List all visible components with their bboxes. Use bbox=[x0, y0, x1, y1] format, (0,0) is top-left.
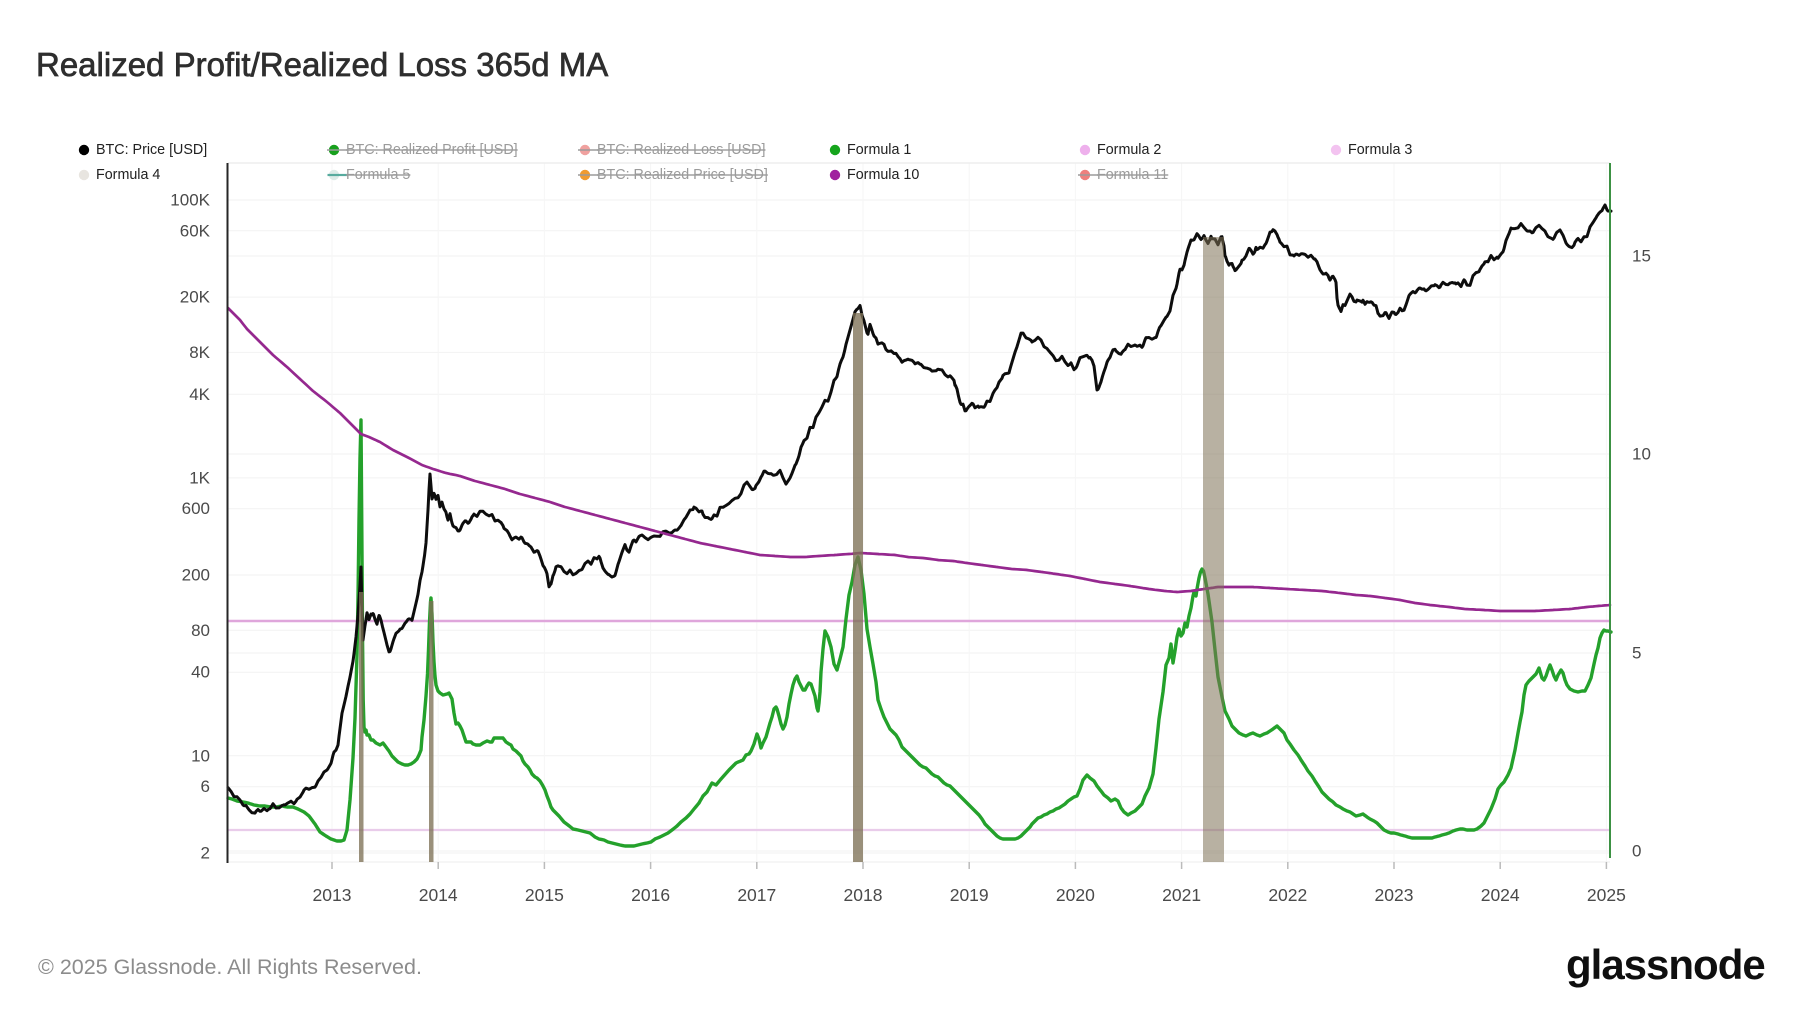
svg-text:5: 5 bbox=[1632, 644, 1641, 663]
svg-text:8K: 8K bbox=[189, 343, 210, 362]
svg-text:2014: 2014 bbox=[419, 885, 458, 905]
svg-text:2023: 2023 bbox=[1375, 885, 1414, 905]
svg-text:200: 200 bbox=[182, 566, 210, 585]
svg-text:2025: 2025 bbox=[1587, 885, 1626, 905]
svg-text:2020: 2020 bbox=[1056, 885, 1095, 905]
svg-text:2: 2 bbox=[201, 844, 210, 863]
svg-text:2019: 2019 bbox=[950, 885, 989, 905]
svg-text:Formula 2: Formula 2 bbox=[1097, 142, 1161, 158]
svg-text:Formula 1: Formula 1 bbox=[847, 142, 911, 158]
svg-text:4K: 4K bbox=[189, 385, 210, 404]
svg-text:100K: 100K bbox=[170, 191, 210, 210]
svg-text:40: 40 bbox=[191, 663, 210, 682]
svg-text:BTC: Price [USD]: BTC: Price [USD] bbox=[96, 142, 207, 158]
svg-text:6: 6 bbox=[201, 777, 210, 796]
svg-text:20K: 20K bbox=[180, 288, 211, 307]
svg-text:0: 0 bbox=[1632, 842, 1641, 861]
svg-text:15: 15 bbox=[1632, 247, 1651, 266]
svg-text:Formula 3: Formula 3 bbox=[1348, 142, 1412, 158]
svg-text:60K: 60K bbox=[180, 221, 211, 240]
svg-text:10: 10 bbox=[1632, 445, 1651, 464]
svg-text:2013: 2013 bbox=[313, 885, 352, 905]
svg-text:2024: 2024 bbox=[1481, 885, 1520, 905]
svg-text:2015: 2015 bbox=[525, 885, 564, 905]
svg-text:Formula 5: Formula 5 bbox=[346, 167, 410, 183]
svg-text:10: 10 bbox=[191, 746, 210, 765]
svg-text:80: 80 bbox=[191, 621, 210, 640]
svg-text:Formula 11: Formula 11 bbox=[1097, 167, 1168, 183]
svg-text:2022: 2022 bbox=[1268, 885, 1307, 905]
svg-text:Formula 4: Formula 4 bbox=[96, 167, 160, 183]
svg-text:Formula 10: Formula 10 bbox=[847, 167, 919, 183]
svg-text:600: 600 bbox=[182, 499, 210, 518]
svg-text:BTC: Realized Loss [USD]: BTC: Realized Loss [USD] bbox=[597, 142, 765, 158]
svg-text:2021: 2021 bbox=[1162, 885, 1201, 905]
svg-text:2016: 2016 bbox=[631, 885, 670, 905]
svg-text:2018: 2018 bbox=[844, 885, 883, 905]
svg-text:2017: 2017 bbox=[737, 885, 776, 905]
svg-text:BTC: Realized Profit [USD]: BTC: Realized Profit [USD] bbox=[346, 142, 518, 158]
svg-text:1K: 1K bbox=[189, 468, 210, 487]
svg-text:BTC: Realized Price [USD]: BTC: Realized Price [USD] bbox=[597, 167, 768, 183]
